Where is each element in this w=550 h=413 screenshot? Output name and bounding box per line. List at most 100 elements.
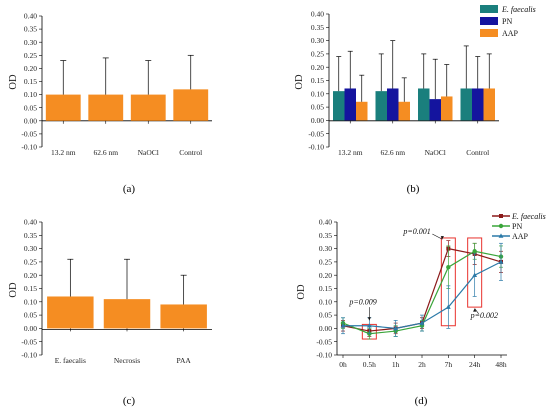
y-tick-label: 0.30 (24, 244, 37, 253)
y-tick-label: 0.40 (24, 218, 37, 227)
y-tick-label: 0.05 (24, 103, 37, 112)
chart-c-bars (47, 258, 207, 329)
legend-marker (498, 223, 504, 229)
y-tick-label: 0.35 (311, 23, 324, 32)
chart-a: OD -0.10 -0.05 0.00 0.05 0.10 0.15 0.20 0.25 0.3… (8, 12, 212, 195)
x-tick-label: PAA (177, 356, 192, 365)
y-tick-label: 0.30 (24, 38, 37, 47)
chart-d: OD -0.10 -0.05 0.00 0.05 0.10 0.15 0.20 0.25 0.3… (296, 212, 546, 407)
data-point (445, 304, 451, 309)
highlight-box (467, 237, 483, 308)
y-tick-label: 0.20 (24, 271, 37, 280)
y-tick-label: 0.35 (24, 25, 37, 34)
x-tick-label: 2h (418, 360, 426, 369)
chart-a-yticks: -0.10 -0.05 0.00 0.05 0.10 0.15 0.20 0.25 0.30 0.… (21, 12, 42, 152)
bar (398, 101, 410, 121)
bar (130, 94, 166, 121)
panel-label-b: (b) (407, 183, 420, 195)
y-tick-label: -0.05 (308, 129, 324, 138)
x-tick-label: 13.2 nm (338, 148, 363, 157)
annotation-arrowhead (473, 308, 477, 312)
chart-d-lines (340, 240, 504, 340)
bar (483, 88, 495, 121)
data-point (498, 259, 504, 264)
bar (418, 88, 430, 121)
x-tick-label: 62.6 nm (93, 148, 118, 157)
p-value-annotation: p=0.001 (402, 227, 430, 236)
y-tick-label: -0.10 (308, 143, 324, 152)
legend-marker (499, 214, 503, 218)
y-tick-label: 0.00 (311, 116, 324, 125)
annotation-arrowhead (367, 317, 371, 321)
x-tick-label: NaOCl (138, 148, 159, 157)
y-tick-label: -0.10 (21, 143, 37, 152)
bar (387, 88, 399, 121)
chart-c-ylabel: OD (8, 282, 19, 298)
bar (429, 99, 441, 121)
chart-b-ylabel: OD (294, 74, 305, 90)
y-tick-label: 0.30 (319, 244, 332, 253)
x-tick-label: NaOCl (425, 148, 446, 157)
chart-c-xticks: E. faecalis Necrosis PAA (55, 328, 192, 365)
y-tick-label: 0.00 (319, 324, 332, 333)
legend-swatch (480, 17, 498, 25)
chart-a-bars (45, 54, 209, 121)
bar (356, 101, 368, 121)
x-tick-label: 62.6 nm (380, 148, 405, 157)
p-value-annotation: p=0.009 (348, 297, 376, 306)
chart-b-bars (333, 40, 495, 121)
x-tick-label: 7h (445, 360, 453, 369)
y-tick-label: -0.05 (21, 130, 37, 139)
bar (173, 89, 209, 121)
y-tick-label: 0.40 (319, 218, 332, 227)
legend-swatch (480, 5, 498, 13)
y-tick-label: 0.25 (24, 258, 37, 267)
data-point (393, 325, 399, 331)
y-tick-label: -0.10 (316, 351, 332, 360)
chart-c: OD -0.10 -0.05 0.00 0.05 0.10 0.15 0.20 0.25 0.3… (8, 218, 212, 407)
annotation-arrow (474, 308, 479, 314)
y-tick-label: 0.15 (24, 77, 37, 86)
annotation-arrowhead (440, 236, 444, 240)
chart-d-xticks: 0h 0.5h 1h 2h 7h 24h 48h (339, 355, 507, 369)
bar (88, 94, 124, 121)
data-point (446, 265, 451, 270)
y-tick-label: 0.00 (24, 116, 37, 125)
y-tick-label: 0.05 (319, 311, 332, 320)
legend-label: AAP (512, 232, 529, 241)
legend-label: AAP (502, 29, 519, 38)
bar (441, 96, 453, 121)
bar (472, 88, 484, 121)
data-point (340, 323, 346, 328)
y-tick-label: -0.10 (21, 351, 37, 360)
x-tick-label: 24h (469, 360, 481, 369)
x-tick-label: Necrosis (114, 356, 140, 365)
bar (45, 94, 81, 121)
bar (47, 296, 94, 329)
y-tick-label: 0.15 (319, 284, 332, 293)
x-tick-label: 48h (495, 360, 507, 369)
legend-label: PN (512, 222, 522, 231)
x-tick-label: 13.2 nm (51, 148, 76, 157)
chart-a-ylabel: OD (8, 74, 19, 90)
bar (460, 88, 472, 121)
y-tick-label: -0.05 (316, 337, 332, 346)
data-point (419, 320, 425, 325)
legend-marker (498, 233, 504, 238)
y-tick-label: -0.05 (21, 337, 37, 346)
y-tick-label: 0.05 (24, 311, 37, 320)
chart-d-yticks: -0.10 -0.05 0.00 0.05 0.10 0.15 0.20 0.25 0.30 0.… (316, 218, 337, 360)
x-tick-label: 0h (339, 360, 347, 369)
chart-b: OD -0.10 -0.05 0.00 0.05 0.10 0.15 0.20 0.25 0.3… (294, 5, 536, 195)
bar (103, 299, 151, 329)
y-tick-label: 0.30 (311, 36, 324, 45)
y-tick-label: 0.05 (311, 103, 324, 112)
legend-label: E. faecalis (511, 212, 546, 221)
y-tick-label: 0.10 (24, 90, 37, 99)
bar (344, 88, 356, 121)
bar (160, 304, 207, 329)
y-tick-label: 0.10 (311, 89, 324, 98)
data-point (366, 323, 372, 328)
x-tick-label: Control (179, 148, 202, 157)
